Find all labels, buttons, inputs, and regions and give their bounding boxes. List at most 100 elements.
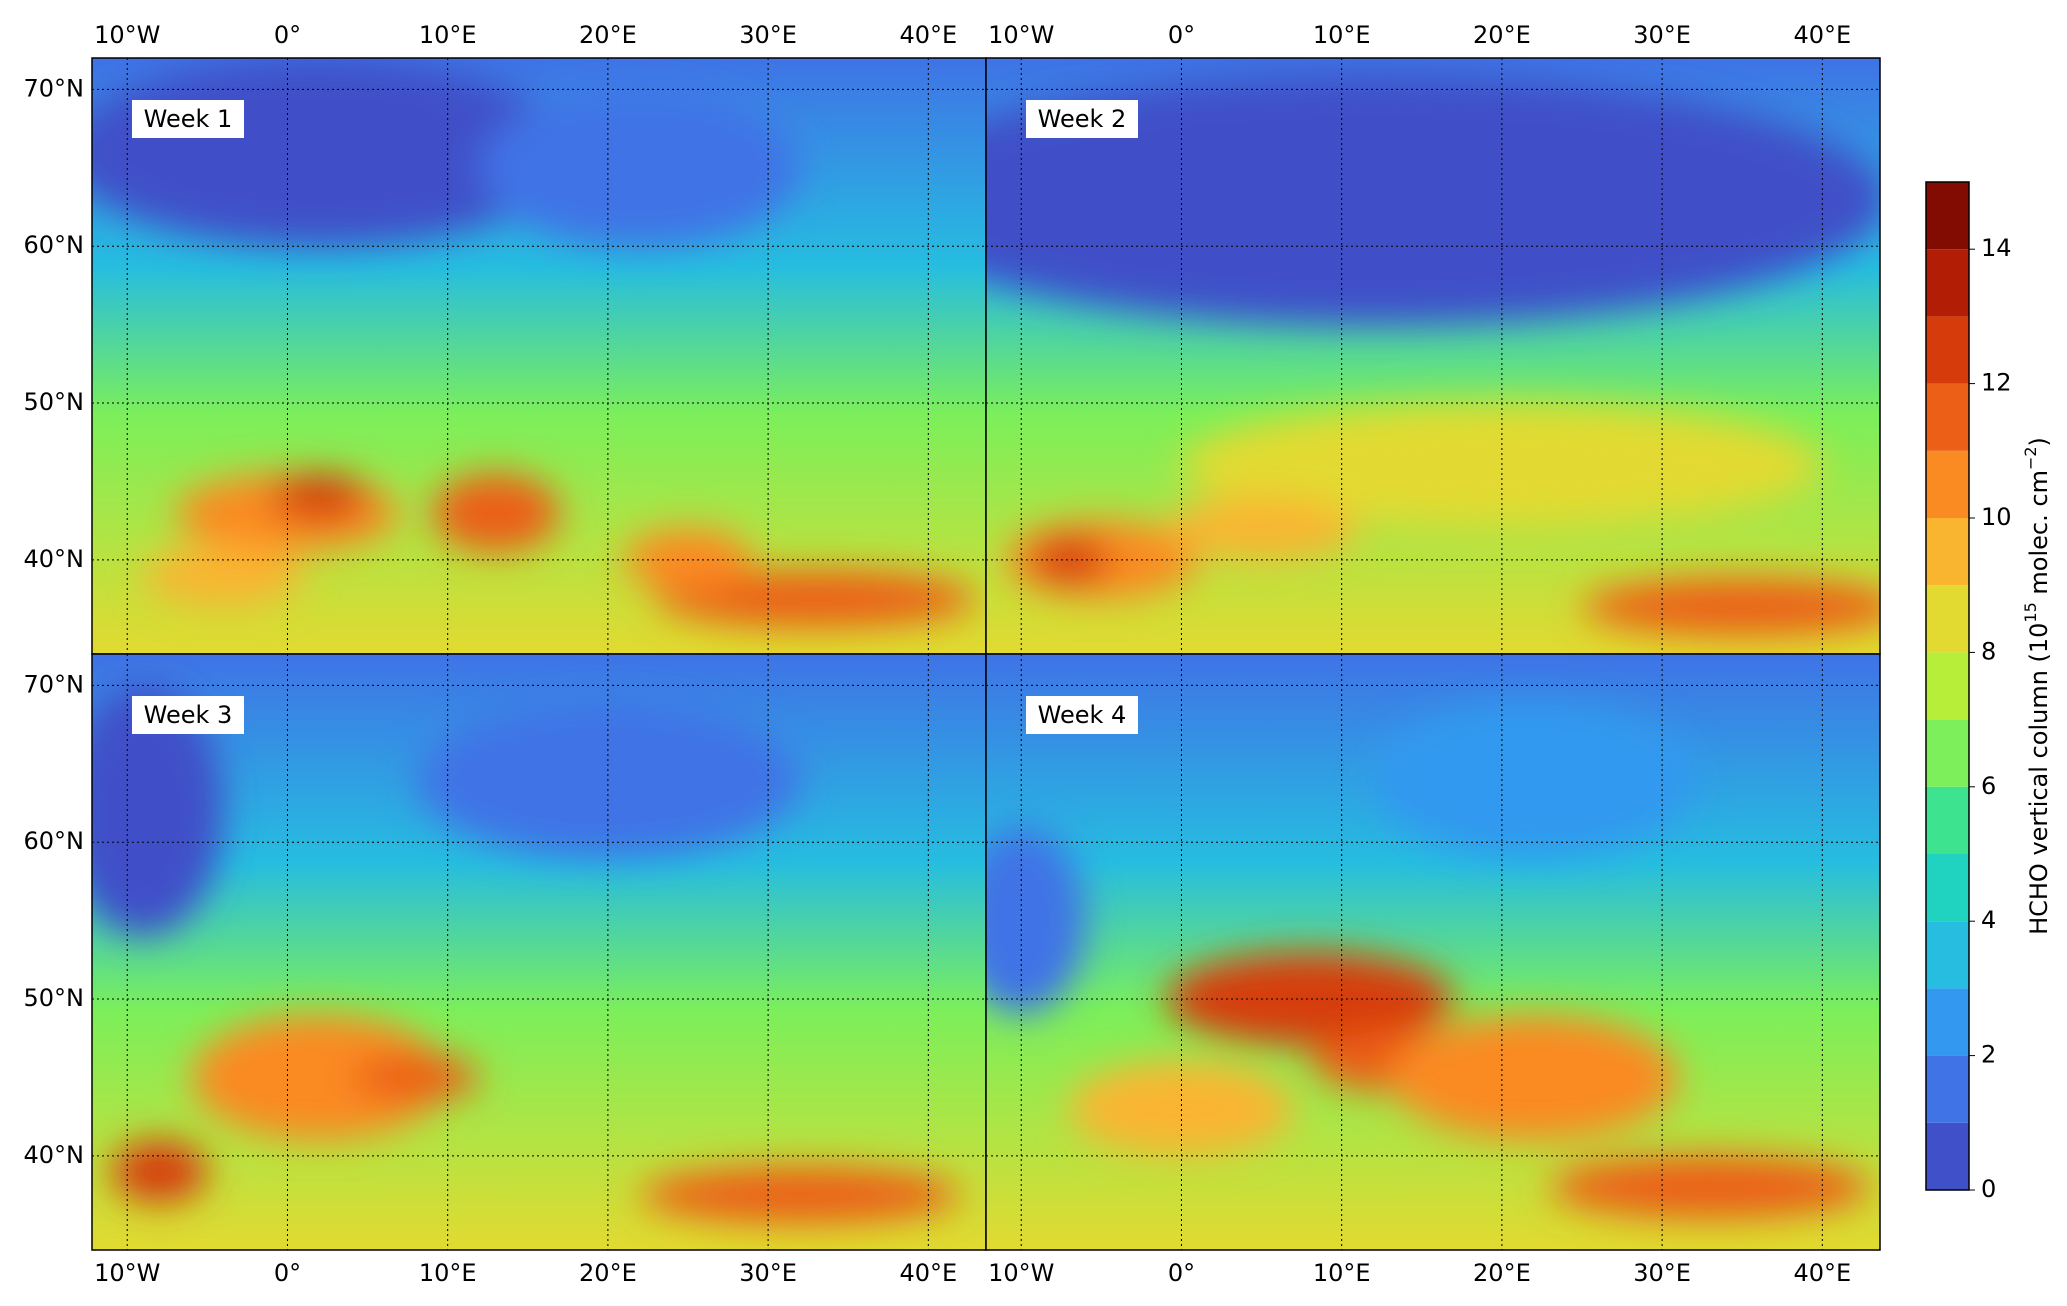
panel-label-box [132,100,244,138]
map-panel: Week 2 [985,57,1881,655]
field-region [1549,1155,1871,1219]
colorbar-level [1926,786,1969,854]
colorbar-level [1926,719,1969,787]
x-tick-label: 0° [274,1259,301,1287]
colorbar-level [1926,383,1969,451]
panel-label-box [1026,696,1138,734]
x-tick-label: 10°W [94,1259,160,1287]
x-tick-label: 10°W [94,21,160,49]
x-tick-label: 30°E [1633,21,1691,49]
y-tick-label: 70°N [24,670,85,698]
colorbar-tick-label: 2 [1981,1041,1996,1069]
colorbar-tick-label: 12 [1981,369,2012,397]
x-tick-label: 0° [1168,1259,1195,1287]
x-tick-label: 30°E [739,21,797,49]
colorbar-level [1926,585,1969,653]
x-tick-label: 40°E [1793,1259,1851,1287]
colorbar-level [1926,921,1969,989]
field-region [1029,536,1110,584]
field-blobs [986,701,1871,1219]
panel-label: Week 2 [1038,105,1127,133]
colorbar-level [1926,652,1969,720]
panel-label-box [1026,100,1138,138]
field [986,58,1880,654]
colorbar-label-part: molec. cm [2025,470,2053,602]
field [986,654,1880,1250]
field-region [143,544,304,607]
colorbar-label-part: HCHO vertical column (10 [2025,623,2053,935]
colorbar-tick-label: 0 [1981,1175,1996,1203]
colorbar-level [1926,316,1969,384]
panel-label: Week 3 [144,701,233,729]
colorbar-tick-label: 8 [1981,637,1996,665]
colorbar-frame [1925,181,1970,1191]
field-region [271,473,368,521]
colorbar-level [1926,249,1969,317]
x-tick-label: 10°E [1313,1259,1371,1287]
field-region [479,89,801,247]
field-region [1582,578,1880,636]
x-tick-label: 10°W [988,21,1054,49]
x-tick-label: 0° [274,21,301,49]
colorbar-tick-label: 14 [1981,234,2012,262]
colorbar-tick-label: 6 [1981,772,1996,800]
field-blobs [92,58,977,628]
colorbar-level [1926,450,1969,518]
field-region [1069,1061,1294,1156]
x-tick-label: 10°E [419,21,477,49]
x-tick-label: 30°E [1633,1259,1691,1287]
x-tick-label: 40°E [1793,21,1851,49]
field-region [111,1140,208,1203]
x-tick-label: 30°E [739,1259,797,1287]
map-panel: Week 4 [985,653,1881,1251]
colorbar-tick-label: 4 [1981,906,1996,934]
field-region [351,1053,480,1101]
colorbar-label-part: ) [2025,437,2053,446]
y-tick-label: 40°N [24,545,85,573]
field-region [655,570,977,628]
map-panel: Week 3 [91,653,987,1251]
colorbar-level [1926,1122,1969,1190]
x-tick-label: 20°E [1473,21,1531,49]
y-tick-label: 50°N [24,388,85,416]
x-tick-label: 20°E [579,1259,637,1287]
x-tick-label: 40°E [899,1259,957,1287]
colorbar-label: HCHO vertical column (1015 molec. cm−2) [2021,437,2054,935]
colorbar-label-part: −2 [2021,446,2040,470]
field-region [986,73,1880,325]
colorbar-level [1926,1055,1969,1123]
y-tick-label: 40°N [24,1141,85,1169]
field [92,58,986,654]
panel-label-box [132,696,244,734]
colorbar-level [1926,854,1969,922]
colorbar-level [1926,988,1969,1056]
map-panel: Week 1 [91,57,987,655]
panel-label: Week 4 [1038,701,1127,729]
x-tick-label: 20°E [579,21,637,49]
x-tick-label: 10°W [988,1259,1054,1287]
field-region [1373,701,1695,858]
field-region [986,826,1086,1015]
y-tick-label: 60°N [24,827,85,855]
y-tick-label: 60°N [24,231,85,259]
field [92,654,986,1250]
field-region [431,473,560,553]
panel-frame [985,653,1881,1251]
y-tick-label: 70°N [24,74,85,102]
x-tick-label: 10°E [419,1259,477,1287]
x-tick-label: 0° [1168,21,1195,49]
x-tick-label: 20°E [1473,1259,1531,1287]
field-region [1389,1014,1679,1141]
colorbar-level [1926,518,1969,586]
colorbar-level [1926,182,1969,250]
y-tick-label: 50°N [24,984,85,1012]
colorbar-label-part: 15 [2021,602,2040,622]
panel-label: Week 1 [144,105,233,133]
x-tick-label: 40°E [899,21,957,49]
x-tick-label: 10°E [1313,21,1371,49]
colorbar-tick-label: 10 [1981,503,2012,531]
field-region [191,1014,448,1141]
field-region [1165,952,1454,1047]
field-region [92,685,224,937]
